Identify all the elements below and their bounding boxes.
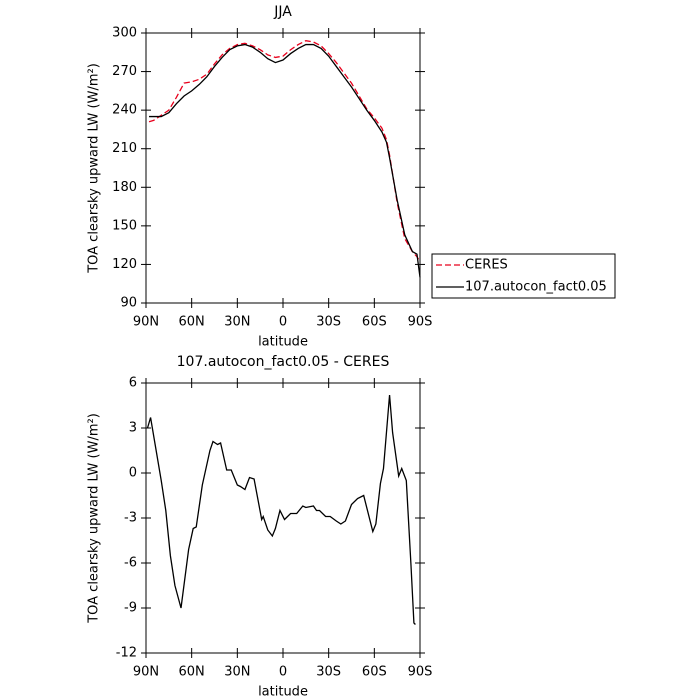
y-tick-label: 210 [112, 141, 137, 156]
chart-title: JJA [273, 4, 292, 20]
y-tick-label: -9 [124, 601, 137, 616]
legend-box [431, 253, 616, 299]
y-tick-label: 6 [129, 376, 137, 391]
y-tick-label: 3 [129, 421, 137, 436]
x-axis-label: latitude [258, 685, 308, 700]
x-tick-label: 30S [316, 315, 341, 330]
data-line [149, 43, 421, 278]
x-tick-label: 30S [316, 665, 341, 680]
data-line [148, 40, 421, 263]
y-tick-label: -12 [116, 646, 137, 661]
x-axis-label: latitude [258, 335, 308, 350]
x-tick-label: 90N [133, 315, 159, 330]
y-tick-label: 90 [120, 296, 137, 311]
x-tick-label: 30N [224, 665, 250, 680]
x-tick-label: 90N [133, 665, 159, 680]
x-tick-label: 60N [179, 665, 205, 680]
y-tick-label: 180 [112, 180, 137, 195]
y-tick-label: 0 [129, 466, 137, 481]
x-tick-label: 30N [224, 315, 250, 330]
y-tick-label: -3 [124, 511, 137, 526]
x-tick-label: 60N [179, 315, 205, 330]
plot-frame [145, 382, 421, 654]
y-tick-label: -6 [124, 556, 137, 571]
y-axis-label: TOA clearsky upward LW (W/m²) [87, 413, 102, 624]
chart-title: 107.autocon_fact0.05 - CERES [177, 354, 390, 370]
y-tick-label: 240 [112, 103, 137, 118]
x-tick-label: 0 [279, 665, 287, 680]
x-tick-label: 0 [279, 315, 287, 330]
x-tick-label: 90S [408, 665, 433, 680]
data-line [146, 394, 416, 625]
plot-frame [145, 32, 421, 304]
x-tick-label: 60S [362, 665, 387, 680]
legend-label: 107.autocon_fact0.05 [465, 280, 607, 295]
x-tick-label: 60S [362, 315, 387, 330]
y-axis-label: TOA clearsky upward LW (W/m²) [87, 63, 102, 274]
y-tick-label: 270 [112, 64, 137, 79]
y-tick-label: 150 [112, 218, 137, 233]
x-tick-label: 90S [408, 315, 433, 330]
legend-label: CERES [465, 258, 508, 273]
y-tick-label: 300 [112, 26, 137, 41]
y-tick-label: 120 [112, 257, 137, 272]
